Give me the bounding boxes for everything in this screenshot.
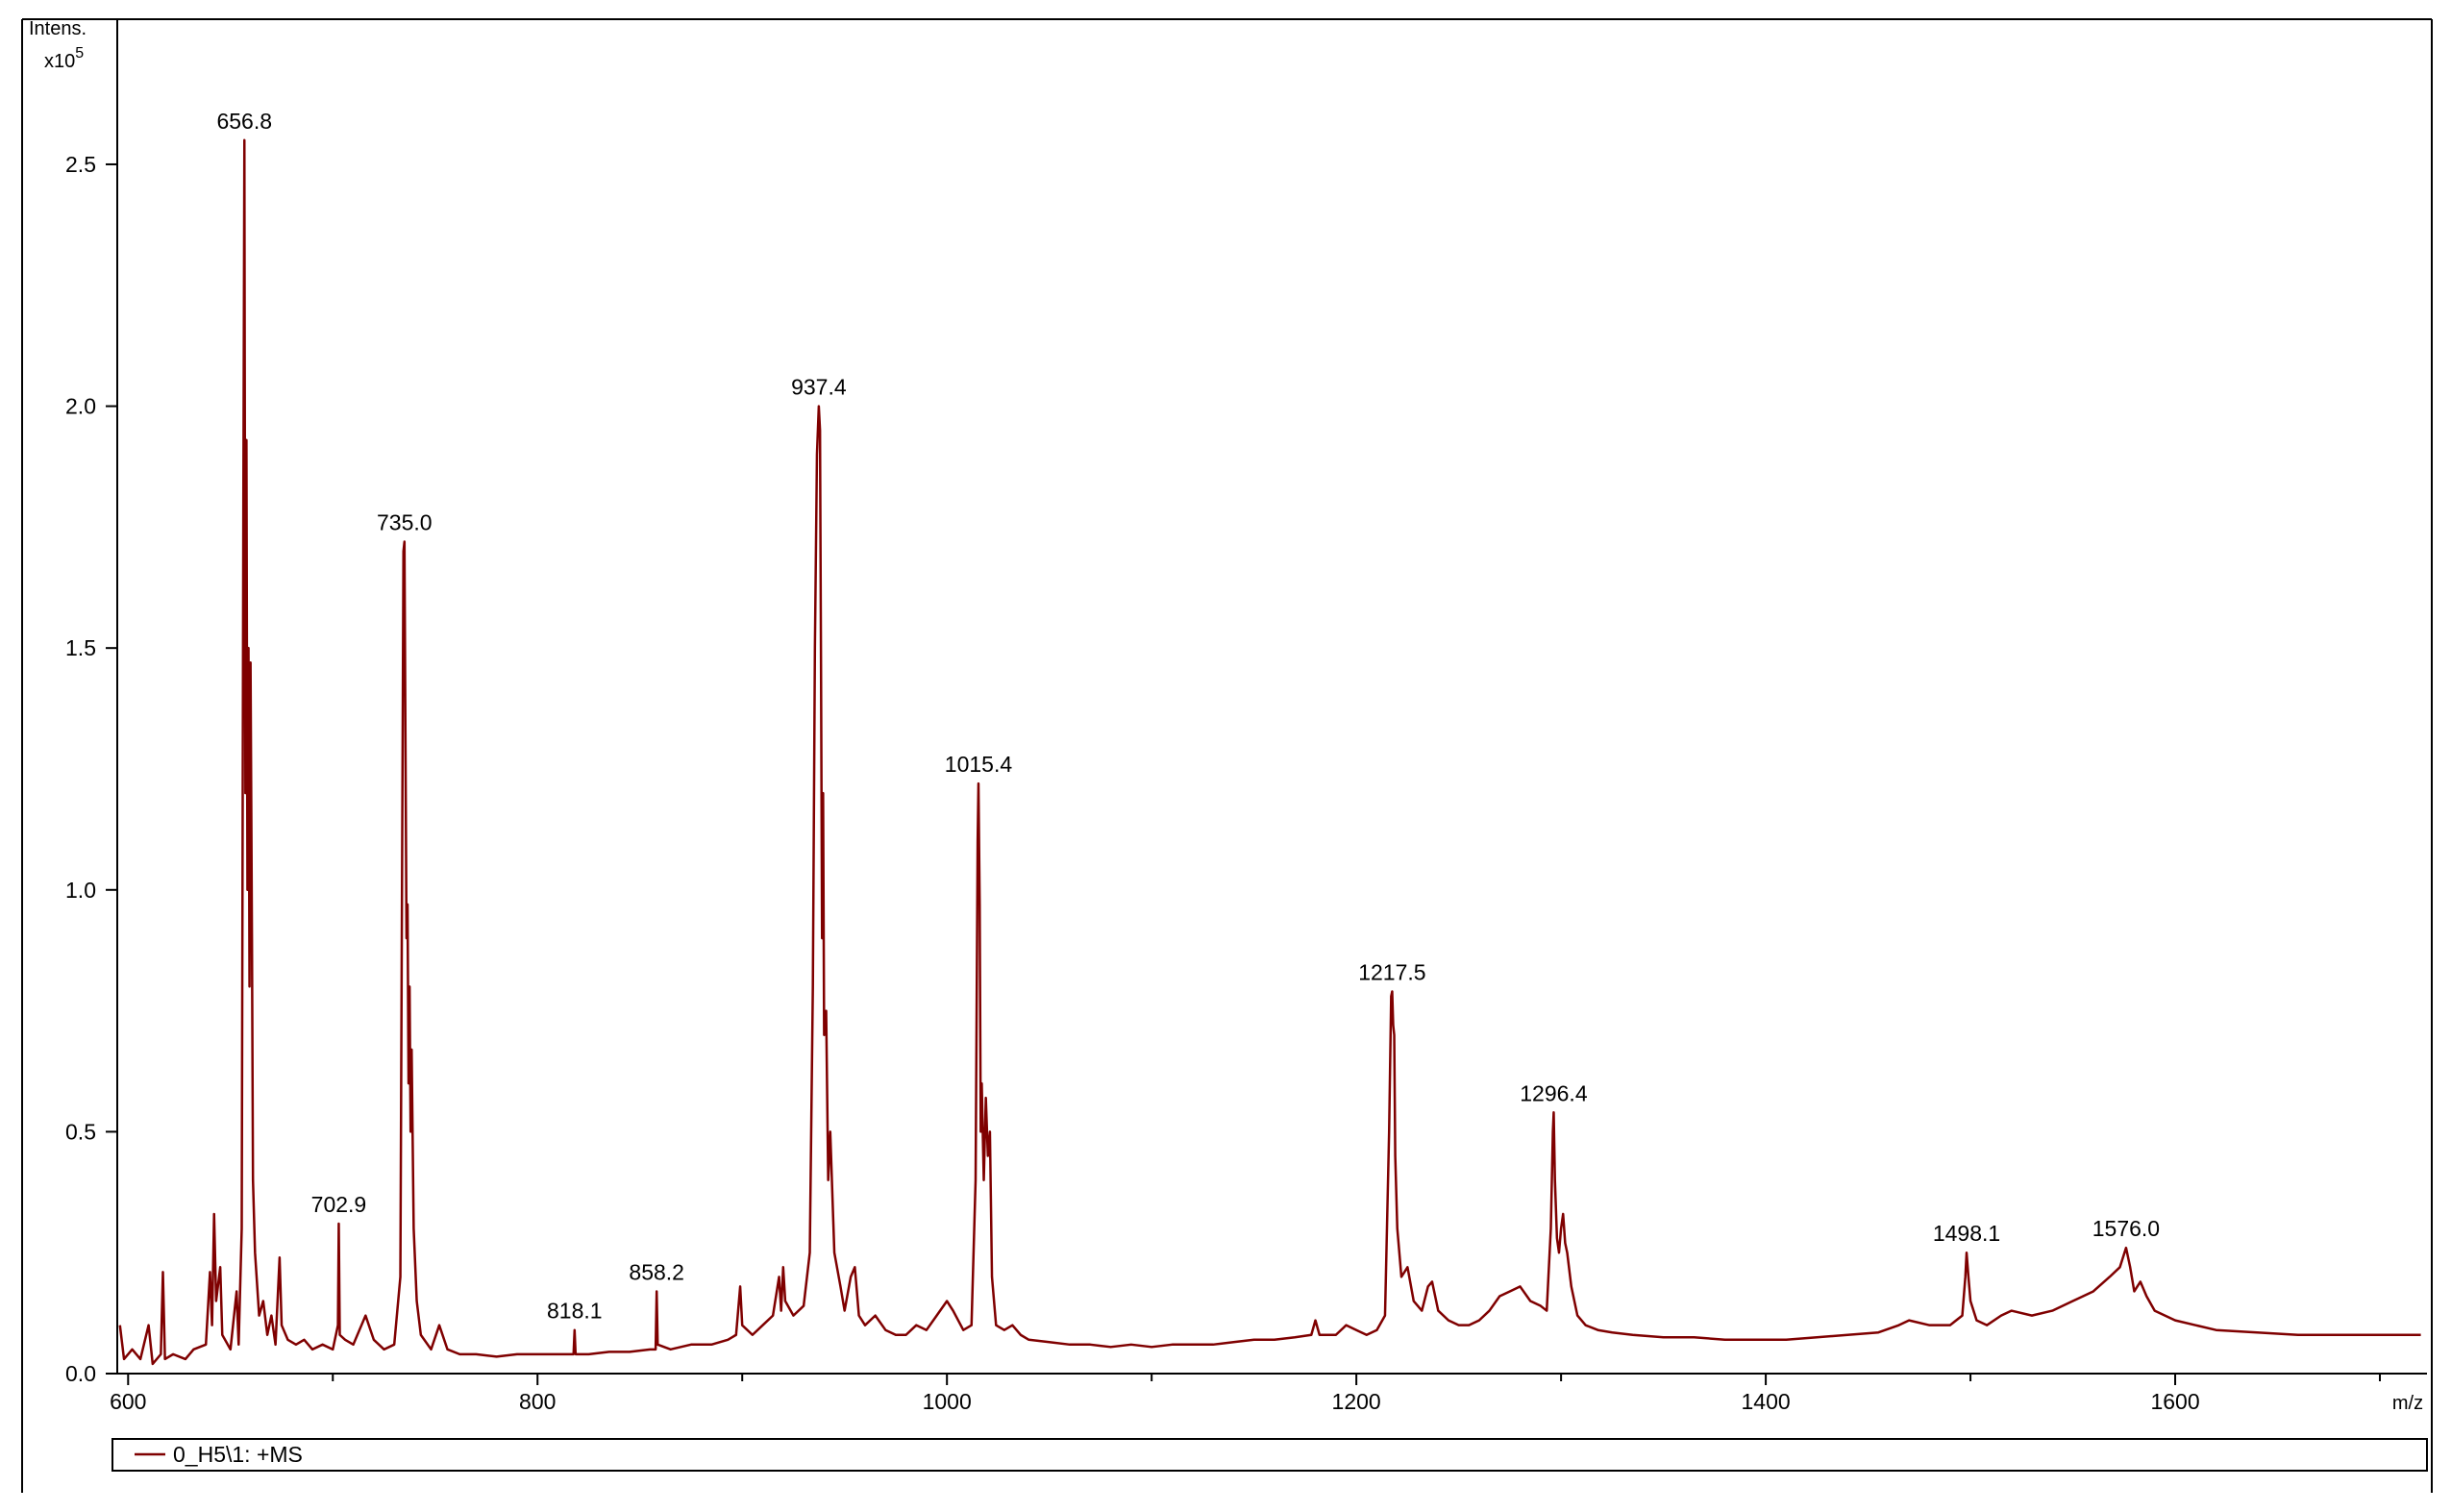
y-tick-label: 2.0 — [65, 394, 96, 419]
y-tick-label: 1.5 — [65, 635, 96, 660]
peak-label: 656.8 — [216, 109, 272, 134]
y-scale-base: x10 — [44, 51, 75, 72]
x-axis-title: m/z — [2392, 1393, 2423, 1414]
y-tick-label: 0.5 — [65, 1119, 96, 1144]
x-tick-label: 600 — [110, 1389, 146, 1414]
peak-label: 937.4 — [791, 375, 847, 400]
peak-label: 702.9 — [311, 1192, 367, 1217]
peak-label: 1576.0 — [2092, 1216, 2160, 1241]
spectrum-line — [118, 138, 2421, 1366]
y-tick-label: 2.5 — [65, 152, 96, 177]
legend-label: 0_H5\1: +MS — [173, 1442, 303, 1467]
peak-label: 735.0 — [377, 509, 433, 534]
y-axis-title: Intens. — [29, 18, 87, 39]
legend-box — [111, 1438, 2428, 1472]
y-tick-label: 1.0 — [65, 878, 96, 903]
x-tick-label: 1000 — [923, 1389, 972, 1414]
x-tick-label: 1200 — [1332, 1389, 1381, 1414]
y-scale: x105 — [44, 45, 84, 72]
peak-label: 818.1 — [547, 1299, 603, 1324]
y-tick-label: 0.0 — [65, 1361, 96, 1386]
peak-label: 1015.4 — [945, 752, 1013, 777]
peak-label: 1296.4 — [1520, 1080, 1588, 1105]
y-scale-exp: 5 — [75, 45, 84, 62]
peak-label: 1498.1 — [1933, 1221, 2000, 1246]
peak-label: 1217.5 — [1358, 959, 1425, 984]
x-tick-label: 800 — [519, 1389, 556, 1414]
x-tick-label: 1400 — [1742, 1389, 1791, 1414]
peak-label: 858.2 — [629, 1259, 684, 1284]
x-tick-label: 1600 — [2150, 1389, 2199, 1414]
